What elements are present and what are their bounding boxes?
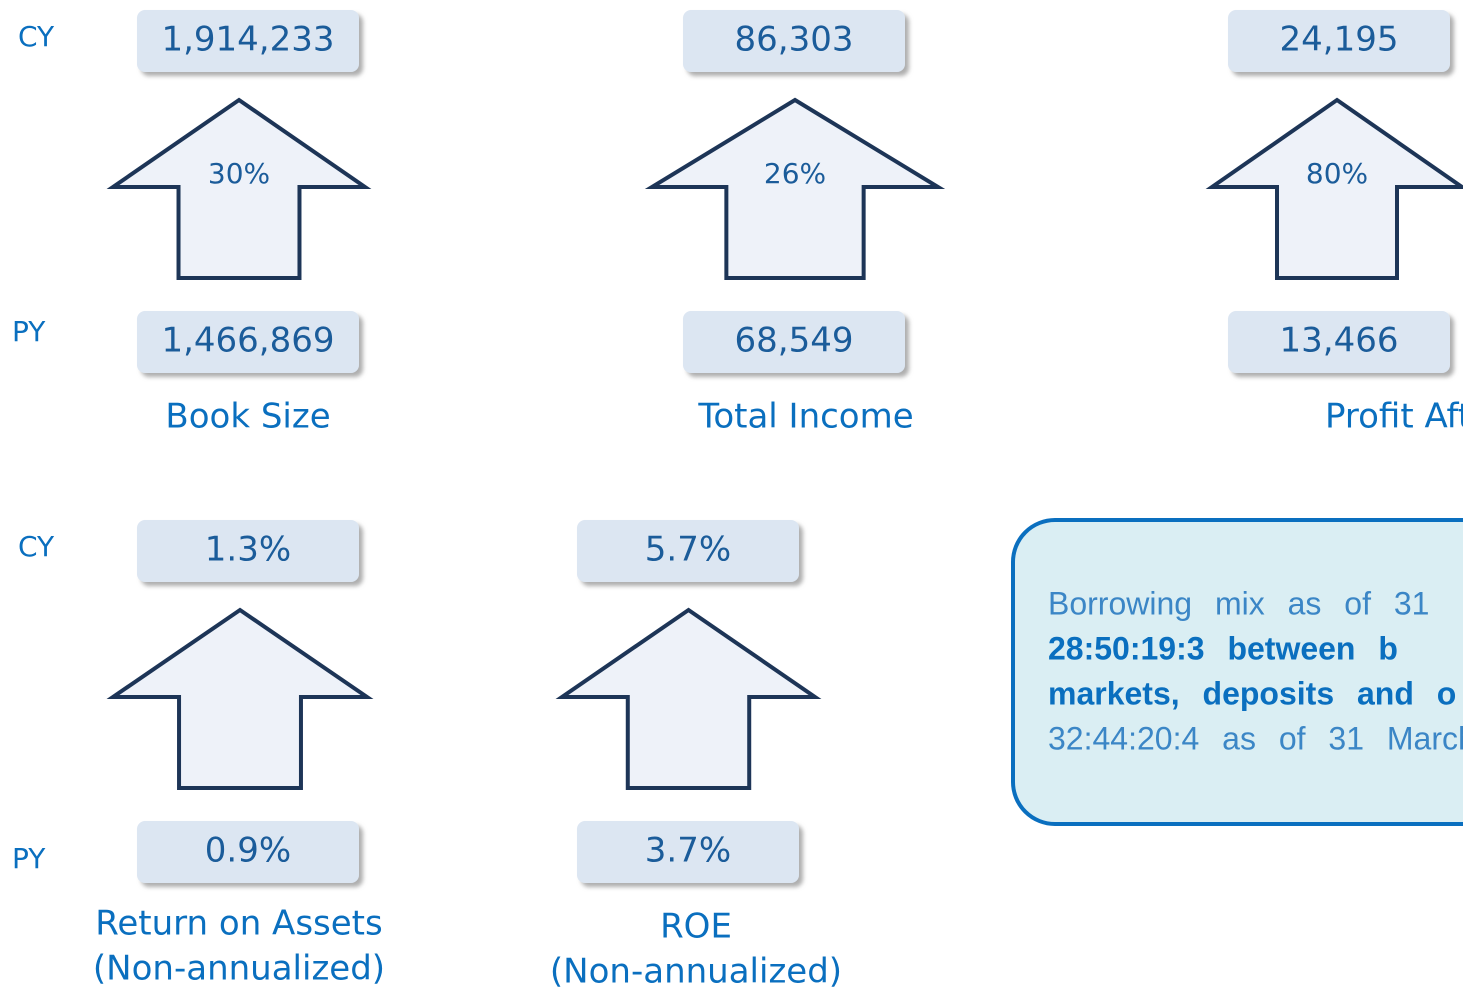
value: 24,195 [1280,20,1399,60]
value: 68,549 [735,321,854,361]
metric-name: (Non-annualized) [93,949,385,988]
value-box [683,10,905,72]
value-box [1228,10,1450,72]
note-line: Borrowing mix as of 31 [1048,585,1429,621]
note-line: 32:44:20:4 as of 31 March 2 [1048,720,1463,756]
value: 86,303 [735,20,854,60]
metric-name: (Non-annualized) [550,952,842,988]
cy-label: CY [18,530,55,563]
value: 1,466,869 [161,321,334,361]
metric-name: Profit After Tax [1325,397,1463,437]
up-arrow [555,607,822,790]
change: 30% [208,157,270,190]
value-box [577,520,799,582]
value-box [683,311,905,373]
metric-name: Book Size [165,397,330,437]
note-box [1011,518,1463,826]
value: 5.7% [645,530,731,570]
cy-label: CY [18,20,55,53]
change: 26% [764,157,826,190]
value-box [577,821,799,883]
up-arrow [106,97,372,280]
value-box [137,520,359,582]
py-label: PY [12,842,46,875]
change: 80% [1306,157,1368,190]
up-arrow [1205,97,1463,280]
value: 1.3% [205,530,291,570]
value: 1,914,233 [161,20,334,60]
metric-name: ROE [660,907,732,947]
up-arrow [106,607,374,790]
value: 3.7% [645,831,731,871]
py-label: PY [12,315,46,348]
metric-name: Return on Assets [95,904,382,944]
note-line: 28:50:19:3 between b [1048,630,1398,666]
value-box [137,10,359,72]
up-arrow [644,97,946,280]
value: 0.9% [205,831,291,871]
note-line: markets, deposits and o [1048,675,1456,711]
value-box [137,821,359,883]
metric-name: Total Income [697,397,913,437]
value-box [137,311,359,373]
value: 13,466 [1280,321,1399,361]
value-box [1228,311,1450,373]
